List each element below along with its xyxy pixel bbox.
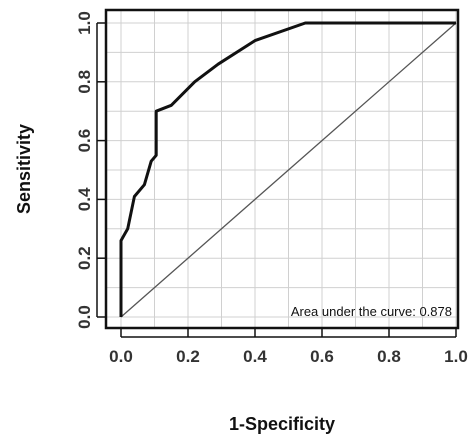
y-tick-label: 0.0	[75, 305, 94, 329]
roc-curve-line	[119, 21, 456, 317]
x-axis: 0.0 0.2 0.4 0.6 0.8 1.0	[109, 328, 468, 366]
plot-frame	[104, 8, 460, 330]
series-group	[119, 21, 456, 317]
x-tick-label: 0.8	[377, 347, 401, 366]
x-tick-label: 0.4	[243, 347, 267, 366]
y-tick-label: 0.6	[75, 129, 94, 153]
y-tick-label: 1.0	[75, 11, 94, 35]
y-tick-label: 0.4	[75, 187, 94, 211]
reference-line-group	[120, 22, 457, 318]
x-axis-title: 1-Specificity	[229, 414, 335, 434]
y-tick-label: 0.8	[75, 70, 94, 94]
y-tick-label: 0.2	[75, 246, 94, 270]
reference-diagonal-line	[120, 22, 457, 318]
x-tick-label: 1.0	[444, 347, 468, 366]
y-axis-title: Sensitivity	[14, 124, 34, 214]
x-tick-label: 0.6	[310, 347, 334, 366]
grid-lines	[106, 10, 458, 328]
x-tick-label: 0.2	[176, 347, 200, 366]
x-tick-label: 0.0	[109, 347, 133, 366]
y-axis: 0.0 0.2 0.4 0.6 0.8 1.0	[75, 11, 106, 329]
auc-annotation: Area under the curve: 0.878	[291, 304, 452, 319]
